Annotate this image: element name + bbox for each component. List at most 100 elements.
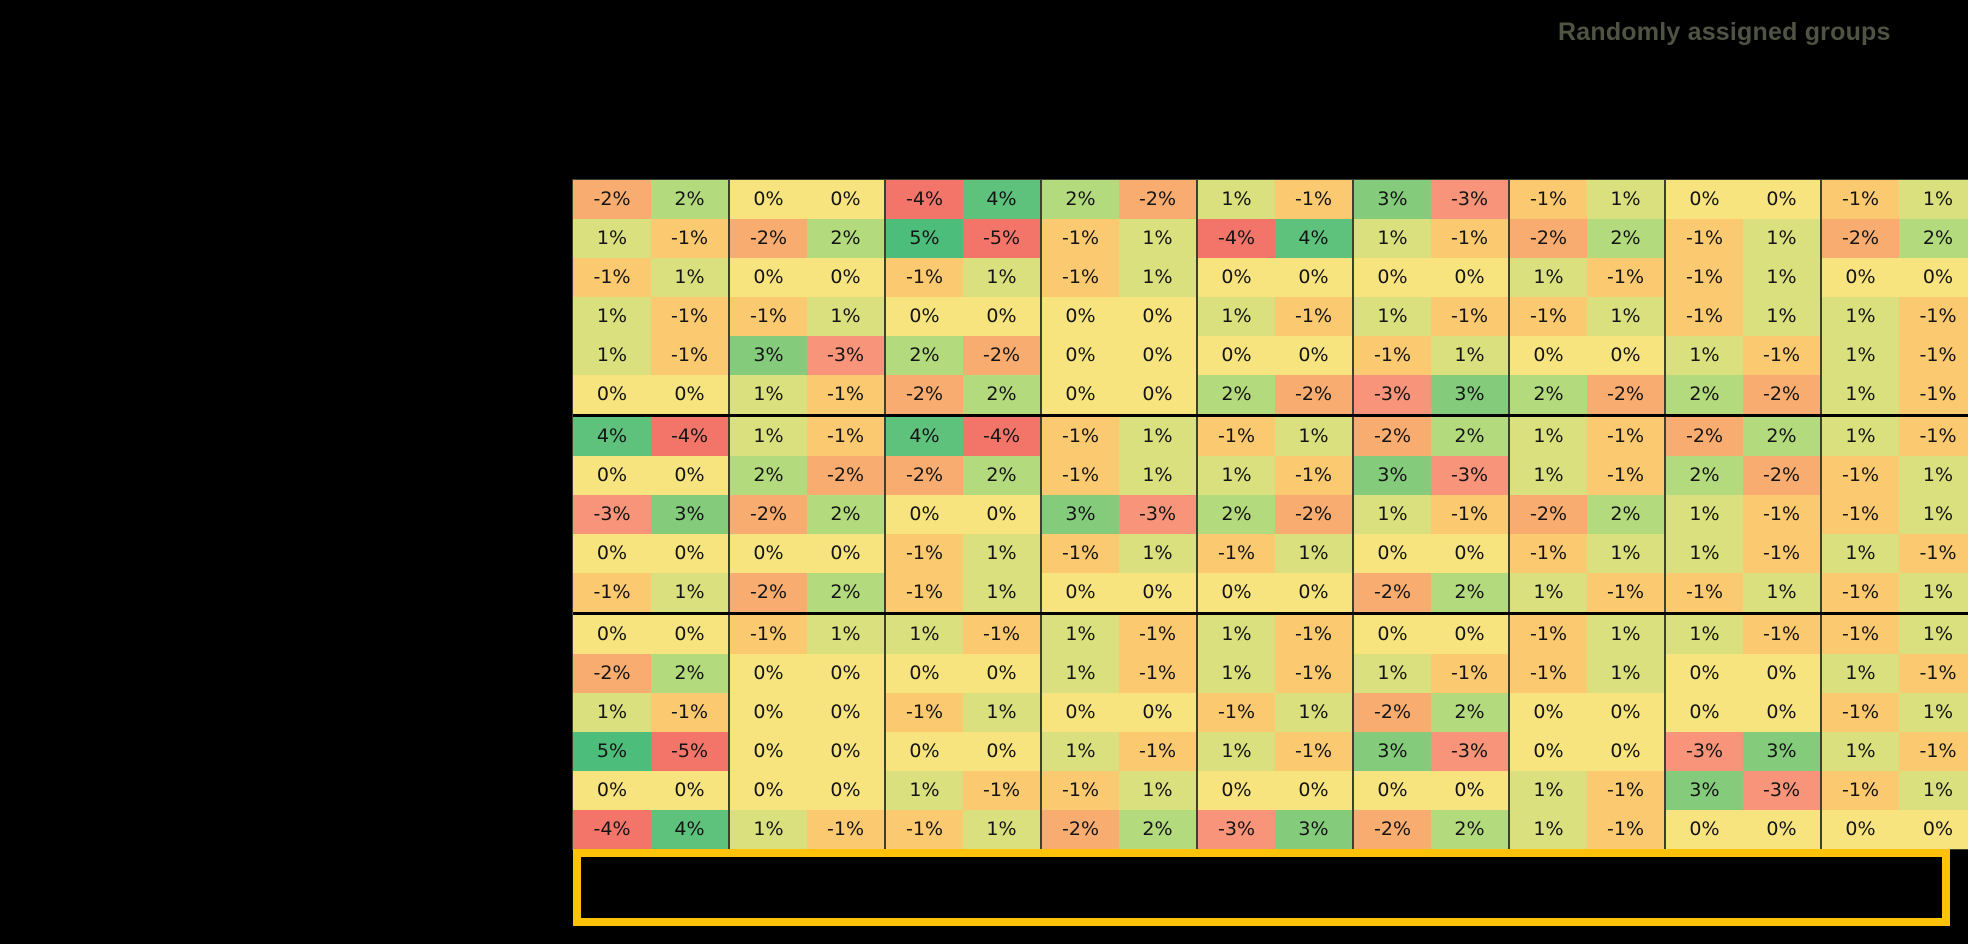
heatmap-cell: -1% [1040, 258, 1119, 297]
heatmap-cell: 2% [1040, 180, 1119, 219]
heatmap-cell: 0% [1196, 336, 1275, 375]
heatmap-cell: 3% [1743, 732, 1821, 771]
heatmap-cell: 1% [1743, 297, 1821, 336]
heatmap-cell: 0% [1431, 771, 1509, 810]
heatmap-cell: -1% [1352, 336, 1431, 375]
heatmap-cell: -1% [1743, 336, 1821, 375]
heatmap-cell: 2% [1431, 810, 1509, 849]
heatmap-cell: 1% [1431, 336, 1509, 375]
heatmap-cell: 0% [1119, 297, 1197, 336]
heatmap-cell: -1% [1431, 219, 1509, 258]
heatmap-cell: 1% [963, 810, 1041, 849]
heatmap-cell: 2% [1119, 810, 1197, 849]
heatmap-cell: 0% [1664, 180, 1743, 219]
heatmap-cell: 0% [807, 771, 885, 810]
heatmap-cell: 0% [1743, 180, 1821, 219]
heatmap-cell: 0% [884, 654, 963, 693]
heatmap-cell: 0% [573, 612, 651, 654]
heatmap-cell: -1% [884, 534, 963, 573]
heatmap-cell: 0% [1431, 258, 1509, 297]
heatmap-cell: -1% [1664, 573, 1743, 614]
heatmap-cell: 2% [963, 456, 1041, 495]
heatmap-cell: -1% [1040, 414, 1119, 456]
heatmap-cell: -1% [1040, 771, 1119, 810]
heatmap-cell: 1% [1119, 219, 1197, 258]
heatmap-cell: -1% [884, 810, 963, 849]
heatmap-cell: 1% [1275, 693, 1353, 732]
heatmap-cell: 1% [1820, 732, 1899, 771]
heatmap-cell: 1% [1196, 654, 1275, 693]
highlight-selection-box[interactable] [573, 849, 1950, 926]
heatmap-cell: -1% [1899, 375, 1968, 416]
heatmap-cell: 4% [884, 414, 963, 456]
heatmap-cell: 1% [1899, 771, 1968, 810]
heatmap-cell: 1% [1743, 573, 1821, 614]
heatmap-cell: 1% [1040, 612, 1119, 654]
heatmap-cell: -2% [728, 219, 807, 258]
heatmap-cell: -2% [1352, 414, 1431, 456]
heatmap-cell: -1% [1275, 654, 1353, 693]
heatmap-cell: 1% [1664, 495, 1743, 534]
heatmap-cell: 0% [807, 693, 885, 732]
heatmap-cell: -1% [1431, 297, 1509, 336]
heatmap-cell: 1% [1820, 375, 1899, 416]
heatmap-cell: 0% [651, 771, 729, 810]
heatmap-cell: 2% [1587, 219, 1665, 258]
heatmap-cell: 1% [1743, 219, 1821, 258]
table-row: -1% 1% -2% 2% -1% 1% 0% 0% 0% 0% -2% 2% 1% -1% -1% 1% -1… [573, 573, 1968, 614]
heatmap-cell: 0% [1040, 297, 1119, 336]
heatmap-cell: -5% [963, 219, 1041, 258]
heatmap-cell: 0% [1431, 534, 1509, 573]
heatmap-cell: -2% [1743, 375, 1821, 416]
heatmap-cell: -1% [1196, 693, 1275, 732]
heatmap-cell: 2% [963, 375, 1041, 416]
heatmap-cell: -2% [1275, 495, 1353, 534]
heatmap-cell: 3% [1431, 375, 1509, 416]
heatmap-cell: 1% [651, 573, 729, 614]
heatmap-cell: 1% [1196, 180, 1275, 219]
heatmap-cell: -3% [1664, 732, 1743, 771]
heatmap-cell: 0% [1352, 534, 1431, 573]
heatmap-cell: 0% [728, 654, 807, 693]
heatmap-cell: 5% [884, 219, 963, 258]
heatmap-cell: 1% [963, 573, 1041, 614]
heatmap-cell: -1% [1119, 612, 1197, 654]
heatmap-cell: -1% [1899, 336, 1968, 375]
heatmap-cell: -2% [884, 375, 963, 416]
heatmap-cell: 2% [728, 456, 807, 495]
heatmap-cell: -1% [651, 693, 729, 732]
heatmap-cell: 2% [651, 654, 729, 693]
heatmap-cell: 0% [1820, 258, 1899, 297]
heatmap-cell: 0% [573, 534, 651, 573]
heatmap-cell: 2% [1431, 573, 1509, 614]
heatmap-cell: 0% [728, 732, 807, 771]
heatmap-cell: 0% [1352, 258, 1431, 297]
heatmap-cell: 0% [1743, 693, 1821, 732]
heatmap-cell: 1% [1508, 771, 1587, 810]
heatmap-cell: 1% [573, 336, 651, 375]
heatmap-cell: 3% [651, 495, 729, 534]
heatmap-cell: 1% [1352, 495, 1431, 534]
heatmap-cell: 2% [1508, 375, 1587, 416]
heatmap-cell: -2% [1352, 573, 1431, 614]
heatmap-cell: -3% [1196, 810, 1275, 849]
heatmap-cell: 3% [1664, 771, 1743, 810]
table-row: -2% 2% 0% 0% -4% 4% 2% -2% 1% -1% 3% -3% -1% 1% 0% 0% -1… [573, 180, 1968, 219]
heatmap-cell: -1% [573, 573, 651, 614]
heatmap-cell: -1% [1899, 534, 1968, 573]
heatmap-cell: 1% [1820, 297, 1899, 336]
heatmap-cell: 1% [1508, 258, 1587, 297]
heatmap-cell: 3% [728, 336, 807, 375]
heatmap-cell: 0% [1119, 336, 1197, 375]
heatmap-cell: 0% [963, 732, 1041, 771]
heatmap-cell: 1% [1196, 456, 1275, 495]
heatmap-cell: 1% [1587, 654, 1665, 693]
heatmap-cell: 1% [728, 375, 807, 416]
heatmap-cell: -1% [1587, 456, 1665, 495]
heatmap-cell: -1% [1820, 573, 1899, 614]
table-row: -1% 1% 0% 0% -1% 1% -1% 1% 0% 0% 0% 0% 1% -1% -1% 1% 0% 0… [573, 258, 1968, 297]
heatmap-cell: 0% [1275, 573, 1353, 614]
heatmap-cell: 1% [1352, 219, 1431, 258]
heatmap-cell: -2% [728, 495, 807, 534]
